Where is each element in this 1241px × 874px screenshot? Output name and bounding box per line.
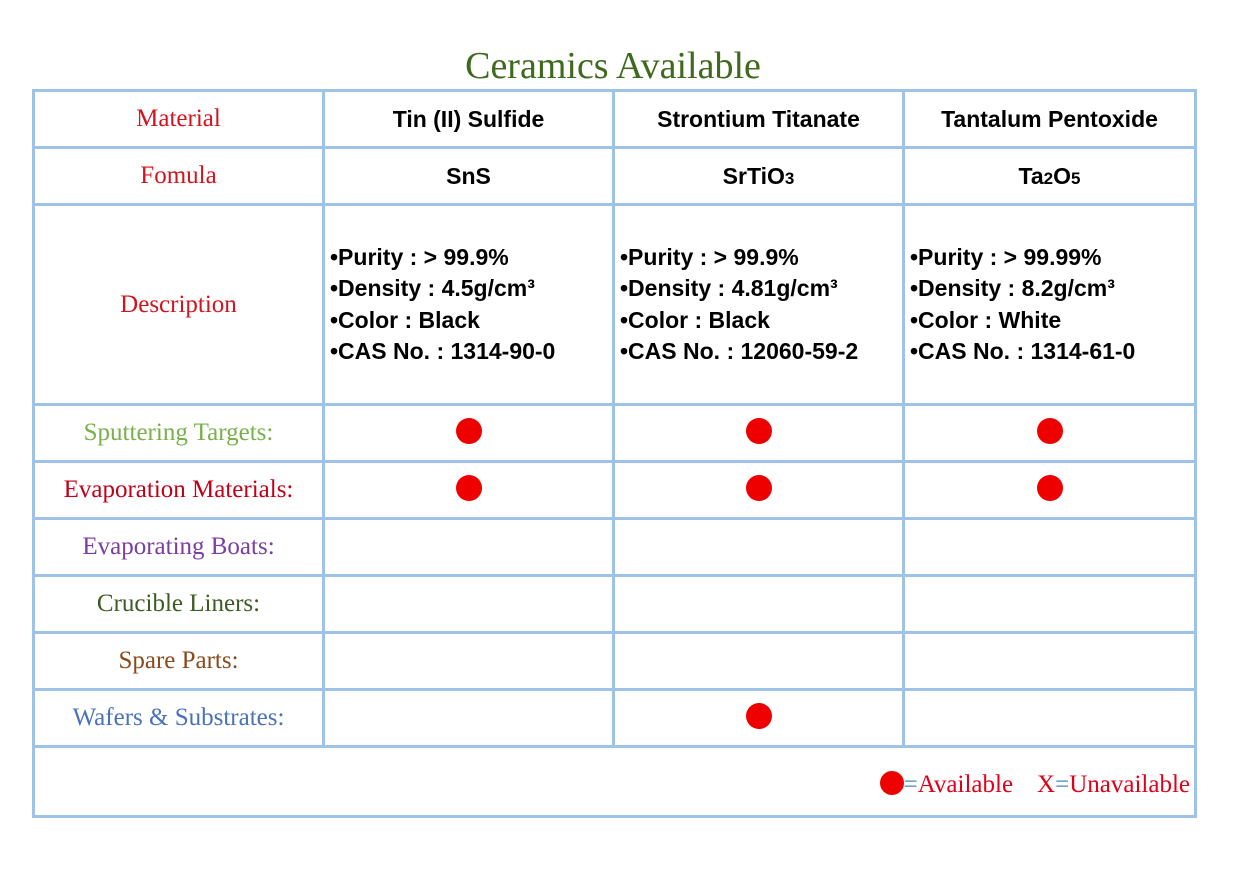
formula-subscript: 3 <box>784 168 795 188</box>
formula-label: Fomula <box>32 146 325 206</box>
formula-text: Ta <box>1018 162 1044 189</box>
material-name: Tin (II) Sulfide <box>322 89 615 149</box>
availability-cell <box>322 460 615 520</box>
available-dot-icon <box>455 417 482 444</box>
page-title: Ceramics Available <box>465 45 761 87</box>
available-dot-icon <box>745 417 772 444</box>
formula-row: Fomula SnS SrTiO3 Ta2O5 <box>32 146 1197 206</box>
availability-cell <box>902 631 1197 691</box>
unavailable-x-icon: X <box>1037 771 1056 798</box>
availability-row: Crucible Liners: <box>32 574 1197 634</box>
availability-cell <box>902 460 1197 520</box>
availability-row: Evaporation Materials: <box>32 460 1197 520</box>
available-dot-icon <box>745 702 772 729</box>
color-text: •Color : Black <box>330 306 480 333</box>
availability-row: Spare Parts: <box>32 631 1197 691</box>
legend-row: =Available X=Unavailable <box>32 745 1197 818</box>
formula-subscript: 2 <box>1043 168 1054 188</box>
formula-cell: Ta2O5 <box>902 146 1197 206</box>
availability-label: Sputtering Targets: <box>32 403 325 463</box>
material-name: Strontium Titanate <box>612 89 905 149</box>
density-text: •Density : 4.5g/cm³ <box>330 275 535 301</box>
density-text: •Density : 4.81g/cm³ <box>620 275 838 301</box>
description-row: Description •Purity : > 99.9% •Density :… <box>32 203 1197 406</box>
cas-text: •CAS No. : 1314-61-0 <box>910 338 1136 364</box>
purity-text: •Purity : > 99.99% <box>910 243 1102 270</box>
legend-unavailable-text: Unavailable <box>1069 771 1190 798</box>
availability-cell <box>902 688 1197 748</box>
formula-text: SrTiO <box>722 162 785 189</box>
cas-text: •CAS No. : 12060-59-2 <box>620 338 859 364</box>
availability-cell <box>322 631 615 691</box>
formula-text: SnS <box>446 162 491 189</box>
availability-cell <box>902 574 1197 634</box>
availability-cell <box>612 403 905 463</box>
availability-row: Evaporating Boats: <box>32 517 1197 577</box>
density-text: •Density : 8.2g/cm³ <box>910 275 1115 301</box>
description-cell: •Purity : > 99.9% •Density : 4.81g/cm³ •… <box>612 203 905 406</box>
availability-cell <box>902 403 1197 463</box>
availability-label: Evaporation Materials: <box>32 460 325 520</box>
cas-text: •CAS No. : 1314-90-0 <box>330 338 556 364</box>
legend: =Available X=Unavailable <box>32 745 1197 818</box>
availability-cell <box>322 688 615 748</box>
material-row: Material Tin (II) Sulfide Strontium Tita… <box>32 89 1197 149</box>
material-label: Material <box>32 89 325 149</box>
purity-text: •Purity : > 99.9% <box>620 243 799 270</box>
availability-cell <box>612 460 905 520</box>
color-text: •Color : Black <box>620 306 770 333</box>
legend-available-text: Available <box>917 771 1014 798</box>
availability-cell <box>612 574 905 634</box>
legend-equals: = <box>903 771 918 798</box>
availability-label: Crucible Liners: <box>32 574 325 634</box>
formula-cell: SnS <box>322 146 615 206</box>
available-dot-icon <box>455 474 482 501</box>
available-dot-icon <box>745 474 772 501</box>
legend-equals: = <box>1055 771 1070 798</box>
description-cell: •Purity : > 99.99% •Density : 8.2g/cm³ •… <box>902 203 1197 406</box>
availability-label: Wafers & Substrates: <box>32 688 325 748</box>
availability-cell <box>322 403 615 463</box>
availability-label: Spare Parts: <box>32 631 325 691</box>
color-text: •Color : White <box>910 306 1062 333</box>
available-dot-icon <box>879 771 904 795</box>
availability-rows: Sputtering Targets: Evaporation Materials… <box>32 403 1197 748</box>
available-dot-icon <box>1036 474 1063 501</box>
description-cell: •Purity : > 99.9% •Density : 4.5g/cm³ •C… <box>322 203 615 406</box>
availability-cell <box>902 517 1197 577</box>
availability-row: Wafers & Substrates: <box>32 688 1197 748</box>
availability-row: Sputtering Targets: <box>32 403 1197 463</box>
availability-cell <box>322 517 615 577</box>
description-label: Description <box>32 203 325 406</box>
available-dot-icon <box>1036 417 1063 444</box>
ceramics-table: Material Tin (II) Sulfide Strontium Tita… <box>32 89 1197 818</box>
availability-label: Evaporating Boats: <box>32 517 325 577</box>
formula-cell: SrTiO3 <box>612 146 905 206</box>
material-name: Tantalum Pentoxide <box>902 89 1197 149</box>
availability-cell <box>322 574 615 634</box>
availability-cell <box>612 688 905 748</box>
purity-text: •Purity : > 99.9% <box>330 243 509 270</box>
formula-text: O <box>1053 162 1072 189</box>
availability-cell <box>612 631 905 691</box>
formula-subscript: 5 <box>1071 168 1081 188</box>
availability-cell <box>612 517 905 577</box>
